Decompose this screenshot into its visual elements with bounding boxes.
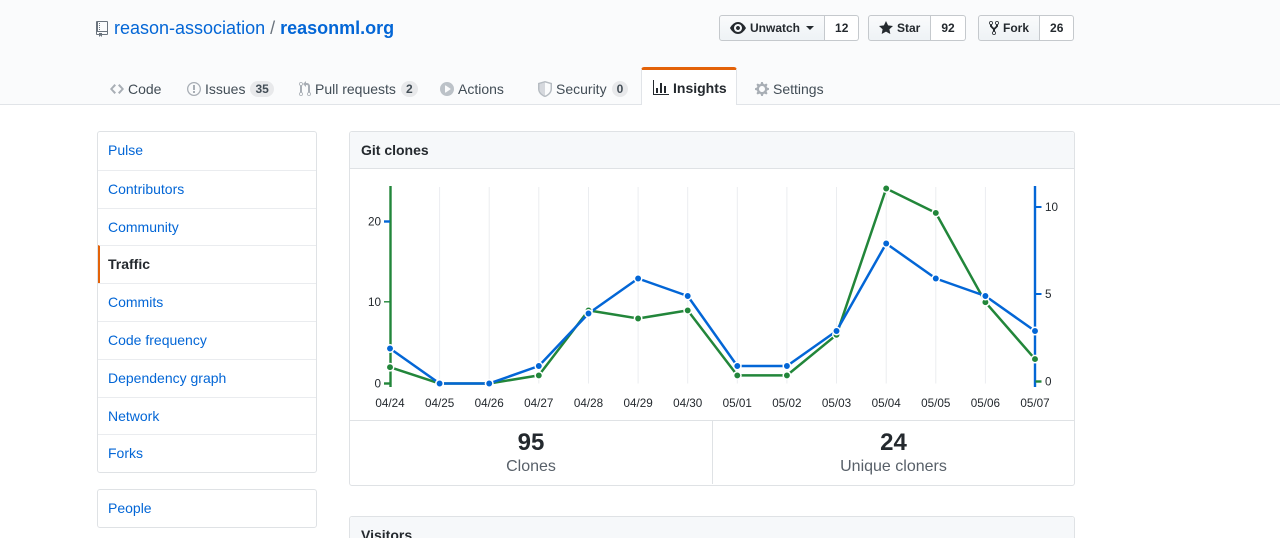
svg-text:05/04: 05/04	[872, 397, 902, 410]
svg-text:04/28: 04/28	[574, 397, 603, 410]
svg-text:04/27: 04/27	[524, 397, 553, 410]
svg-text:05/03: 05/03	[822, 397, 851, 410]
svg-text:05/07: 05/07	[1020, 397, 1049, 410]
svg-text:10: 10	[368, 296, 382, 309]
svg-text:04/30: 04/30	[673, 397, 703, 410]
svg-text:05/01: 05/01	[723, 397, 752, 410]
svg-text:04/29: 04/29	[623, 397, 652, 410]
svg-text:0: 0	[1045, 376, 1052, 389]
svg-text:10: 10	[1045, 201, 1059, 214]
svg-text:20: 20	[368, 216, 382, 229]
svg-text:5: 5	[1045, 288, 1052, 301]
svg-text:04/24: 04/24	[375, 397, 405, 410]
svg-text:05/02: 05/02	[772, 397, 801, 410]
svg-text:04/26: 04/26	[475, 397, 504, 410]
svg-text:04/25: 04/25	[425, 397, 455, 410]
svg-text:05/06: 05/06	[971, 397, 1000, 410]
svg-text:0: 0	[374, 378, 381, 391]
svg-text:05/05: 05/05	[921, 397, 951, 410]
